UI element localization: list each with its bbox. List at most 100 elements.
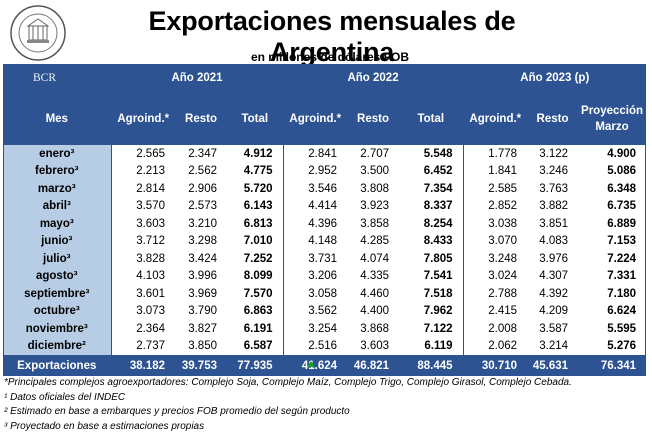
month-cell: octubre³ [3, 302, 112, 320]
value-cell: 3.858 [360, 217, 390, 230]
footnote-complejos: *Principales complejos agroexportadores:… [4, 377, 572, 388]
value-cell: 3.058 [308, 287, 338, 300]
total-cell: 77.935 [227, 355, 284, 376]
total-value-cell: 6.863 [227, 302, 284, 320]
total-value-cell: 7.354 [399, 180, 464, 198]
value-cell: 3.828 [136, 252, 165, 265]
total-value-cell: 6.624 [607, 305, 637, 318]
value-cell: 2.415 [488, 305, 518, 318]
exports-table: BCR Año 2021 Año 2022 Año 2023 (p) Mes A… [3, 64, 647, 376]
value-cell: 3.024 [488, 270, 518, 283]
month-cell: diciembre² [3, 337, 112, 355]
table-row: abril³ 3.570 2.573 6.143 4.414 3.923 8.337 2.85… [3, 197, 646, 215]
value-cell: 2.952 [308, 165, 338, 178]
value-cell: 1.778 [488, 147, 518, 160]
value-cell: 3.038 [488, 217, 518, 230]
value-cell: 4.074 [360, 252, 390, 265]
value-cell: 3.976 [539, 252, 569, 265]
total-value-cell: 8.099 [227, 267, 284, 285]
total-value-cell: 5.276 [607, 340, 637, 353]
col-header-agroind: Agroind.* [469, 112, 522, 125]
green-triangle-marker [307, 361, 315, 367]
value-cell: 4.460 [360, 287, 390, 300]
total-value-cell: 6.587 [227, 337, 284, 355]
value-cell: 2.585 [488, 182, 518, 195]
value-cell: 3.827 [188, 322, 217, 335]
year-header-2023: Año 2023 (p) [520, 72, 590, 84]
month-cell: febrero³ [3, 162, 112, 180]
value-cell: 3.246 [539, 165, 569, 178]
value-cell: 3.808 [360, 182, 390, 195]
page-subtitle: en millones de dólares FOB [250, 50, 410, 64]
total-value-cell: 7.252 [227, 250, 284, 268]
col-header-resto: Resto [185, 112, 217, 125]
col-header-resto: Resto [536, 112, 569, 125]
month-cell: mayo³ [3, 215, 112, 233]
total-value-cell: 4.912 [227, 145, 284, 163]
value-cell: 4.307 [539, 270, 569, 283]
total-value-cell: 6.452 [399, 162, 464, 180]
total-cell: 41.624 [283, 355, 348, 376]
total-cell: 76.341 [578, 355, 647, 376]
col-header-mes: Mes [3, 92, 112, 145]
value-cell: 2.573 [188, 200, 217, 213]
value-cell: 2.737 [136, 340, 165, 353]
total-cell: 88.445 [399, 355, 464, 376]
total-value-cell: 6.813 [227, 215, 284, 233]
total-value-cell: 7.122 [399, 320, 464, 338]
total-value-cell: 7.010 [227, 232, 284, 250]
table-row: julio³ 3.828 3.424 7.252 3.731 4.074 7.805 3.24… [3, 250, 646, 268]
value-cell: 3.424 [188, 252, 217, 265]
value-cell: 3.882 [539, 200, 569, 213]
value-cell: 3.731 [308, 252, 338, 265]
total-value-cell: 7.962 [399, 302, 464, 320]
value-cell: 4.392 [539, 287, 569, 300]
col-header-total: Total [227, 92, 284, 145]
value-cell: 2.062 [488, 340, 518, 353]
total-value-cell: 8.433 [399, 232, 464, 250]
table-row: agosto³ 4.103 3.996 8.099 3.206 4.335 7.541 3.0… [3, 267, 646, 285]
value-cell: 2.788 [488, 287, 518, 300]
month-cell: abril³ [3, 197, 112, 215]
total-value-cell: 6.191 [227, 320, 284, 338]
value-cell: 3.210 [188, 217, 217, 230]
table-row: mayo³ 3.603 3.210 6.813 4.396 3.858 8.254 3.038… [3, 215, 646, 233]
footnote-2: ² Estimado en base a embarques y precios… [4, 406, 350, 417]
table-row: marzo³ 2.814 2.906 5.720 3.546 3.808 7.354 2.58… [3, 180, 646, 198]
col-header-agroind: Agroind.* [289, 112, 342, 125]
month-cell: julio³ [3, 250, 112, 268]
total-value-cell: 7.180 [607, 287, 637, 300]
value-cell: 3.923 [360, 200, 390, 213]
value-cell: 2.852 [488, 200, 518, 213]
total-cell: 46.821 [347, 355, 400, 376]
value-cell: 2.347 [188, 147, 217, 160]
col-header-total: Total [399, 92, 464, 145]
value-cell: 4.209 [539, 305, 569, 318]
month-cell: enero³ [3, 145, 112, 163]
month-cell: noviembre³ [3, 320, 112, 338]
bcr-logo-text: BCR [3, 64, 112, 92]
table-row: diciembre² 2.737 3.850 6.587 2.516 3.603 6.119… [3, 337, 646, 355]
value-cell: 4.414 [308, 200, 338, 213]
value-cell: 3.712 [136, 235, 165, 248]
bcr-seal-logo [10, 5, 66, 61]
value-cell: 3.500 [360, 165, 390, 178]
value-cell: 3.868 [360, 322, 390, 335]
total-value-cell: 6.348 [607, 182, 637, 195]
value-cell: 2.814 [136, 182, 165, 195]
value-cell: 3.603 [136, 217, 165, 230]
total-value-cell: 4.775 [227, 162, 284, 180]
footnotes: *Principales complejos agroexportadores:… [4, 376, 572, 434]
value-cell: 1.841 [488, 165, 518, 178]
total-value-cell: 7.518 [399, 285, 464, 303]
total-value-cell: 5.086 [607, 165, 637, 178]
value-cell: 2.213 [136, 165, 165, 178]
table-body: enero³ 2.565 2.347 4.912 2.841 2.707 5.548 1.77… [3, 145, 646, 355]
value-cell: 3.248 [488, 252, 518, 265]
total-value-cell: 6.119 [399, 337, 464, 355]
table-row: octubre³ 3.073 3.790 6.863 3.562 4.400 7.962 2.… [3, 302, 646, 320]
value-cell: 2.565 [136, 147, 165, 160]
value-cell: 4.285 [360, 235, 390, 248]
total-cell: 30.710 [463, 355, 528, 376]
month-cell: agosto³ [3, 267, 112, 285]
